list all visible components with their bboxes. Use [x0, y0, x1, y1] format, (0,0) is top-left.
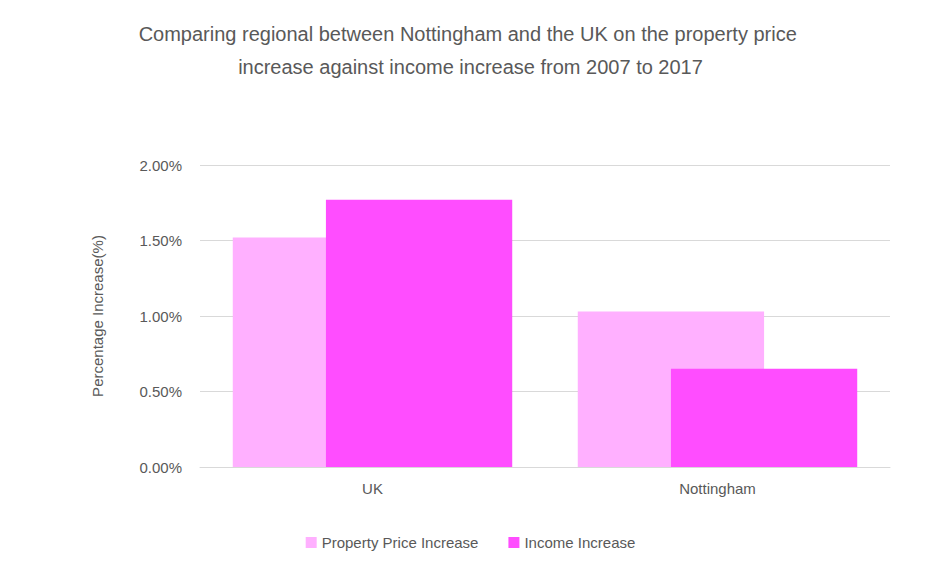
svg-text:0.50%: 0.50%: [139, 383, 182, 400]
svg-text:2.00%: 2.00%: [139, 157, 182, 174]
svg-text:Percentage Increase(%): Percentage Increase(%): [89, 235, 106, 397]
svg-text:Nottingham: Nottingham: [679, 480, 756, 497]
svg-text:Comparing regional between Not: Comparing regional between Nottingham an…: [139, 23, 803, 45]
svg-text:UK: UK: [362, 480, 383, 497]
svg-text:1.00%: 1.00%: [139, 308, 182, 325]
svg-text:increase against income increa: increase against income increase from 20…: [238, 56, 703, 78]
svg-text:Property Price Increase: Property Price Increase: [322, 534, 479, 551]
svg-text:0.00%: 0.00%: [139, 459, 182, 476]
svg-text:1.50%: 1.50%: [139, 232, 182, 249]
svg-text:Income Increase: Income Increase: [524, 534, 635, 551]
